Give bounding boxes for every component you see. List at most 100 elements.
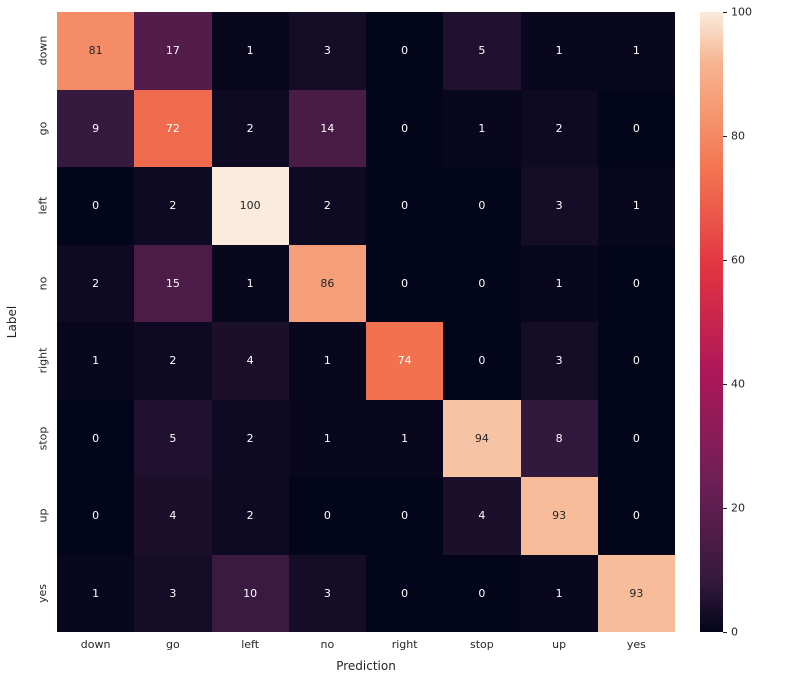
heatmap-cell: 14 xyxy=(288,89,366,167)
heatmap-cell: 3 xyxy=(288,12,366,90)
heatmap-cell: 3 xyxy=(520,322,598,400)
heatmap-cell: 1 xyxy=(597,12,675,90)
heatmap-cell: 4 xyxy=(211,322,289,400)
heatmap-cell: 1 xyxy=(520,554,598,632)
heatmap-cell: 0 xyxy=(57,477,135,555)
heatmap-cell: 0 xyxy=(597,244,675,322)
heatmap-cell: 93 xyxy=(597,554,675,632)
heatmap-cell: 0 xyxy=(597,89,675,167)
heatmap-cell: 81 xyxy=(57,12,135,90)
x-tick-label: go xyxy=(166,638,180,651)
heatmap-cell: 0 xyxy=(288,477,366,555)
heatmap-cell: 1 xyxy=(57,322,135,400)
heatmap-cell: 3 xyxy=(134,554,212,632)
heatmap-cell: 0 xyxy=(366,244,444,322)
heatmap-cell: 1 xyxy=(366,399,444,477)
heatmap-cell: 15 xyxy=(134,244,212,322)
heatmap-grid: 81 17 1 3 0 5 1 1 9 72 2 14 0 1 2 0 0 2 100 2 0 0 3 1 2 15 1 86 0 0 1 0… xyxy=(57,12,675,632)
x-tick-label: no xyxy=(320,638,335,651)
heatmap-cell: 74 xyxy=(366,322,444,400)
heatmap-cell: 2 xyxy=(134,167,212,245)
heatmap-cell: 3 xyxy=(520,167,598,245)
heatmap-cell: 2 xyxy=(211,399,289,477)
heatmap-cell: 0 xyxy=(366,12,444,90)
heatmap-cell: 0 xyxy=(366,89,444,167)
heatmap-cell: 2 xyxy=(288,167,366,245)
colorbar-tick-label: 60 xyxy=(731,253,745,267)
heatmap-cell: 72 xyxy=(134,89,212,167)
colorbar-tick-mark xyxy=(723,384,727,385)
y-tick-label-text: no xyxy=(36,276,50,291)
colorbar-tick-mark xyxy=(723,260,727,261)
y-tick-label: yes xyxy=(33,555,53,633)
y-tick-label: left xyxy=(33,167,53,245)
heatmap-cell: 2 xyxy=(211,477,289,555)
heatmap-cell: 1 xyxy=(57,554,135,632)
x-tick-label: right xyxy=(391,638,418,651)
x-tick-label: up xyxy=(552,638,567,651)
heatmap-cell: 17 xyxy=(134,12,212,90)
x-tick-labels: down go left no right stop up yes xyxy=(57,638,675,651)
colorbar-tick-label: 0 xyxy=(731,625,738,639)
heatmap-cell: 0 xyxy=(57,167,135,245)
y-tick-label: go xyxy=(33,90,53,168)
heatmap-cell: 10 xyxy=(211,554,289,632)
heatmap-cell: 0 xyxy=(443,322,521,400)
heatmap-cell: 1 xyxy=(211,244,289,322)
colorbar-tick-mark xyxy=(723,508,727,509)
heatmap-cell: 4 xyxy=(134,477,212,555)
y-tick-label: right xyxy=(33,322,53,400)
heatmap-cell: 100 xyxy=(211,167,289,245)
heatmap-cell: 9 xyxy=(57,89,135,167)
heatmap-cell: 2 xyxy=(57,244,135,322)
heatmap-cell: 5 xyxy=(134,399,212,477)
heatmap-cell: 0 xyxy=(57,399,135,477)
y-tick-label-text: stop xyxy=(36,426,50,451)
heatmap-cell: 0 xyxy=(597,322,675,400)
y-tick-label: down xyxy=(33,12,53,90)
x-axis-label-text: Prediction xyxy=(336,659,396,673)
heatmap-cell: 0 xyxy=(366,477,444,555)
heatmap-cell: 3 xyxy=(288,554,366,632)
heatmap-cell: 0 xyxy=(366,167,444,245)
y-tick-label: no xyxy=(33,245,53,323)
heatmap-cell: 0 xyxy=(443,554,521,632)
y-tick-label-text: right xyxy=(36,347,50,374)
y-axis-label-text: Label xyxy=(5,305,19,339)
x-tick-label: down xyxy=(80,638,111,651)
heatmap-cell: 1 xyxy=(520,12,598,90)
y-tick-label-text: up xyxy=(36,508,50,523)
heatmap-cell: 8 xyxy=(520,399,598,477)
x-tick-label: left xyxy=(241,638,260,651)
colorbar-tick-mark xyxy=(723,136,727,137)
heatmap-cell: 0 xyxy=(597,477,675,555)
heatmap-cell: 2 xyxy=(520,89,598,167)
heatmap-cell: 1 xyxy=(288,322,366,400)
y-tick-label-text: go xyxy=(36,121,50,136)
x-tick-label: stop xyxy=(469,638,494,651)
colorbar-tick-mark xyxy=(723,12,727,13)
y-tick-label: up xyxy=(33,477,53,555)
heatmap-cell: 0 xyxy=(597,399,675,477)
y-axis-label: Label xyxy=(2,12,22,632)
colorbar-tick-mark xyxy=(723,632,727,633)
heatmap-cell: 4 xyxy=(443,477,521,555)
colorbar-tick-label: 40 xyxy=(731,377,745,391)
x-axis-label: Prediction xyxy=(57,659,675,673)
heatmap-cell: 0 xyxy=(443,167,521,245)
heatmap-cell: 1 xyxy=(211,12,289,90)
colorbar-tick-label: 20 xyxy=(731,501,745,515)
heatmap-cell: 1 xyxy=(597,167,675,245)
colorbar-tick-label: 80 xyxy=(731,129,745,143)
heatmap-cell: 2 xyxy=(211,89,289,167)
heatmap-cell: 1 xyxy=(520,244,598,322)
y-tick-labels: down go left no right stop up yes xyxy=(33,12,53,632)
heatmap-cell: 1 xyxy=(443,89,521,167)
x-tick-label: yes xyxy=(626,638,646,651)
y-tick-label-text: down xyxy=(36,35,50,66)
y-tick-label-text: yes xyxy=(36,583,50,603)
heatmap-cell: 1 xyxy=(288,399,366,477)
heatmap-cell: 93 xyxy=(520,477,598,555)
colorbar-gradient xyxy=(700,12,723,632)
